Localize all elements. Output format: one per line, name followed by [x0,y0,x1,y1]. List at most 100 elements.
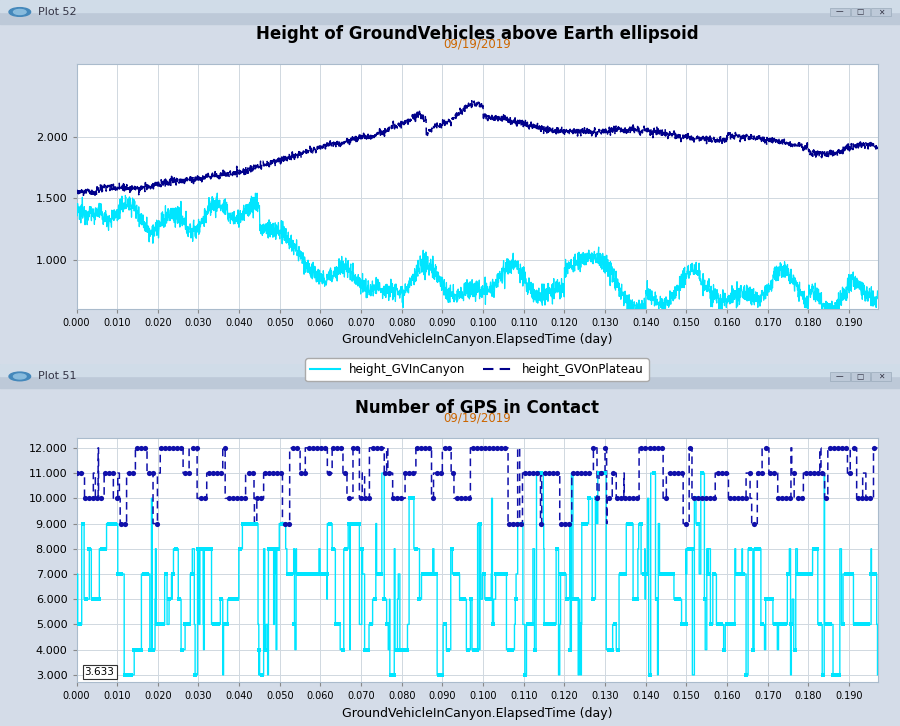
Point [526,468,541,479]
Point [358,492,373,504]
Point [594,468,608,479]
Text: 09/19/2019: 09/19/2019 [443,412,511,424]
Point [441,644,455,656]
Point [370,442,384,454]
Point [585,593,599,605]
Point [601,644,616,656]
Point [213,593,228,605]
Point [332,619,347,630]
Point [724,619,738,630]
Text: □: □ [857,372,864,381]
Point [778,619,792,630]
Point [566,593,580,605]
X-axis label: GroundVehicleInCanyon.ElapsedTime (day): GroundVehicleInCanyon.ElapsedTime (day) [342,707,612,720]
Point [778,492,793,504]
Point [800,568,814,580]
Point [702,492,716,504]
Point [197,543,211,555]
Point [377,593,392,605]
Point [466,442,481,454]
Point [775,492,789,504]
Point [832,669,847,681]
Point [346,442,360,454]
Point [859,492,873,504]
Point [863,492,878,504]
Point [76,518,90,529]
Point [281,568,295,580]
Point [527,644,542,656]
Point [102,468,116,479]
Point [138,442,152,454]
Point [383,669,398,681]
Point [236,518,250,529]
Point [400,644,414,656]
Point [185,442,200,454]
Point [410,543,424,555]
Point [578,468,592,479]
Point [723,492,737,504]
Point [707,568,722,580]
Point [262,543,276,555]
Point [218,442,232,454]
Point [611,644,625,656]
Point [826,442,841,454]
Point [636,568,651,580]
Point [698,492,713,504]
Point [378,468,392,479]
Point [374,568,388,580]
Point [522,468,536,479]
Text: 3.633: 3.633 [85,667,114,677]
Point [819,492,833,504]
Point [679,619,693,630]
Point [450,492,464,504]
Point [718,468,733,479]
Point [496,568,510,580]
Point [127,644,141,656]
Point [402,492,417,504]
Point [227,593,241,605]
Point [354,492,368,504]
Point [435,669,449,681]
Point [759,593,773,605]
Point [714,619,728,630]
Point [695,492,709,504]
Point [300,568,314,580]
Point [256,669,270,681]
Point [701,568,716,580]
Point [819,619,833,630]
Point [795,492,809,504]
Point [502,644,517,656]
Point [823,619,837,630]
Point [505,644,519,656]
Point [547,619,562,630]
Point [775,619,789,630]
Point [302,442,316,454]
Point [550,468,564,479]
FancyBboxPatch shape [830,372,850,380]
Bar [0,364,900,388]
Point [835,619,850,630]
Text: Plot 52: Plot 52 [38,7,76,17]
Point [398,468,412,479]
Point [265,543,279,555]
Point [122,468,136,479]
Point [790,568,805,580]
Point [426,492,440,504]
Point [582,492,597,504]
Point [482,442,497,454]
Point [454,492,468,504]
Point [634,442,649,454]
Point [659,568,673,580]
Point [234,492,248,504]
Point [380,619,394,630]
Point [864,568,878,580]
Point [69,619,84,630]
Point [867,442,881,454]
Point [582,468,597,479]
Point [563,644,578,656]
Point [410,442,424,454]
Point [158,442,172,454]
Point [670,468,685,479]
Point [486,619,500,630]
Point [141,468,156,479]
